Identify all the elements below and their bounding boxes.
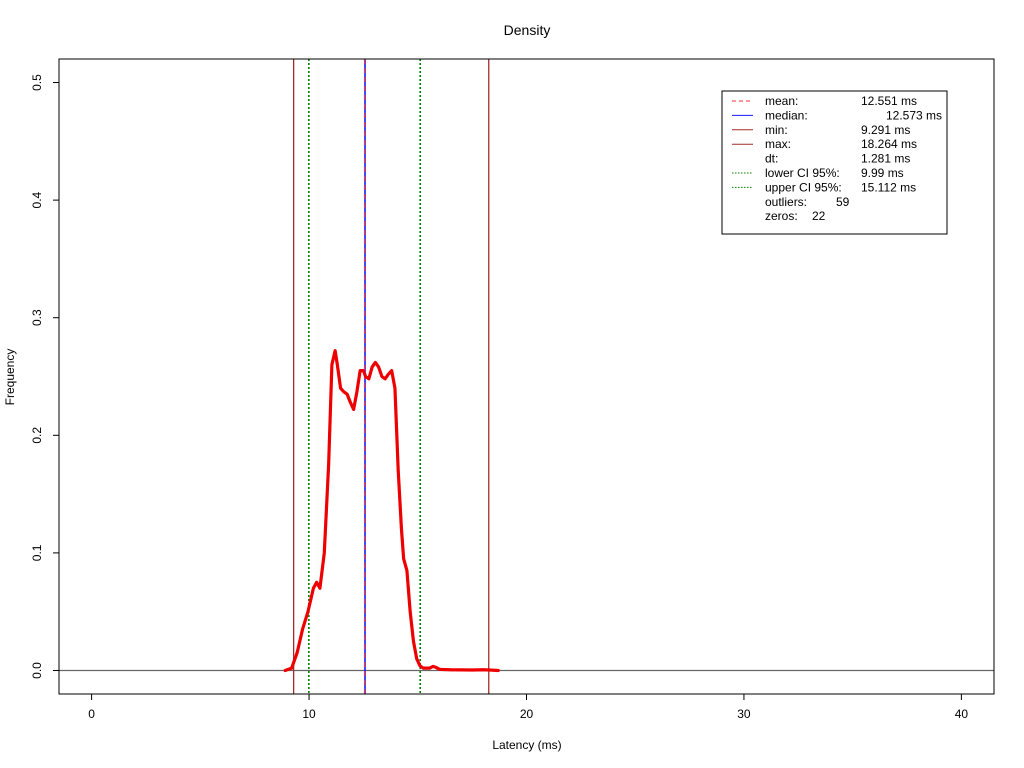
x-tick-label: 10 [302, 707, 316, 721]
x-tick-label: 40 [955, 707, 969, 721]
density-curve [283, 349, 500, 673]
legend-value: 12.551 ms [861, 94, 917, 108]
legend-label: min: [765, 123, 788, 137]
legend-box [721, 90, 948, 235]
y-axis-label: Frequency [3, 349, 17, 406]
legend-value: 59 [836, 195, 850, 209]
y-tick-label: 0.2 [30, 427, 44, 444]
legend-label: max: [765, 137, 791, 151]
x-tick-label: 30 [737, 707, 751, 721]
legend-label: median: [765, 108, 808, 122]
legend-label: upper CI 95%: [765, 180, 842, 194]
legend-value: 15.112 ms [861, 180, 916, 194]
x-tick-label: 20 [520, 707, 534, 721]
legend-value: 9.291 ms [861, 123, 910, 137]
chart-title: Density [504, 22, 551, 38]
legend-value: 22 [812, 209, 826, 223]
plot-frame [58, 58, 995, 695]
legend-label: dt: [765, 152, 778, 166]
legend-label: outliers: [765, 195, 807, 209]
legend-label: lower CI 95%: [765, 166, 840, 180]
density-series [283, 349, 500, 673]
x-axis-label: Latency (ms) [492, 738, 561, 752]
legend-label: zeros: [765, 209, 798, 223]
y-tick-label: 0.3 [30, 309, 44, 326]
legend-value: 9.99 ms [861, 166, 904, 180]
y-tick-label: 0.0 [30, 662, 44, 679]
legend-value: 18.264 ms [861, 137, 917, 151]
legend-label: mean: [765, 94, 798, 108]
axes: 0 10 20 30 40 0.0 0.1 0.2 0.3 0.4 0.5 [30, 74, 968, 721]
y-tick-label: 0.1 [30, 544, 44, 561]
y-tick-label: 0.4 [30, 191, 44, 208]
legend-value: 1.281 ms [861, 152, 910, 166]
legend: mean: 12.551 ms median: 12.573 ms min: 9.291 … [721, 90, 948, 235]
x-tick-label: 0 [88, 707, 95, 721]
y-tick-label: 0.5 [30, 74, 44, 91]
legend-value: 12.573 ms [886, 108, 942, 122]
